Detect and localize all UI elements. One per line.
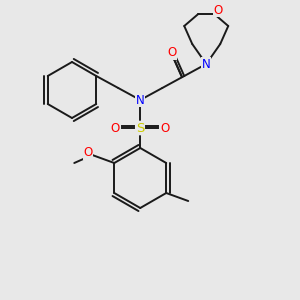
Text: O: O	[84, 146, 93, 160]
Text: S: S	[136, 122, 144, 134]
Text: O: O	[168, 46, 177, 59]
Text: O: O	[214, 4, 223, 16]
Text: N: N	[136, 94, 145, 106]
Text: N: N	[202, 58, 211, 70]
Text: O: O	[160, 122, 170, 134]
Text: O: O	[111, 122, 120, 134]
